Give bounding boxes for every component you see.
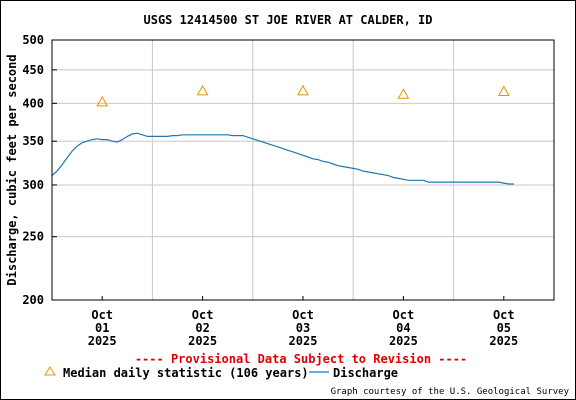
- y-tick-label: 500: [22, 33, 44, 47]
- x-tick-label: 2025: [489, 334, 518, 348]
- median-marker: [196, 84, 209, 96]
- x-tick-label: Oct: [493, 308, 515, 322]
- y-tick-label: 200: [22, 293, 44, 307]
- y-tick-label: 450: [22, 63, 44, 77]
- plot-border: [51, 39, 555, 301]
- y-tick-label: 400: [22, 96, 44, 110]
- x-tick-label: 2025: [88, 334, 117, 348]
- y-tick-label: 350: [22, 134, 44, 148]
- courtesy-note: Graph courtesy of the U.S. Geological Su…: [331, 387, 570, 397]
- provisional-note: ---- Provisional Data Subject to Revisio…: [135, 352, 467, 366]
- x-tick-label: 2025: [389, 334, 418, 348]
- x-tick-label: 2025: [188, 334, 217, 348]
- median-marker: [497, 85, 510, 97]
- x-tick-label: Oct: [393, 308, 415, 322]
- median-marker: [96, 95, 109, 107]
- legend-median-icon: [44, 366, 56, 376]
- y-tick-label: 250: [22, 230, 44, 244]
- x-tick-label: 01: [95, 321, 109, 335]
- legend: Median daily statistic (106 years) Disch…: [44, 366, 398, 380]
- x-tick-label: 03: [296, 321, 310, 335]
- series-layer: [51, 84, 514, 185]
- x-tick-label: 2025: [289, 334, 318, 348]
- median-marker: [297, 84, 309, 96]
- x-tick-label: Oct: [91, 308, 113, 322]
- legend-median-label: Median daily statistic (106 years): [63, 366, 309, 380]
- y-tick-label: 300: [22, 178, 44, 192]
- legend-discharge-label: Discharge: [333, 366, 398, 380]
- chart-title: USGS 12414500 ST JOE RIVER AT CALDER, ID: [144, 13, 433, 27]
- x-tick-label: Oct: [292, 308, 314, 322]
- x-tick-label: 04: [396, 321, 410, 335]
- x-tick-label: 02: [195, 321, 209, 335]
- median-marker: [397, 88, 410, 99]
- y-tick-labels: 200 250 300 350 400 450 500: [22, 33, 44, 307]
- grid-layer: [52, 39, 554, 301]
- x-tick-label: Oct: [192, 308, 214, 322]
- x-tick-labels: Oct012025Oct022025Oct032025Oct042025Oct0…: [88, 308, 519, 348]
- discharge-line: [51, 132, 514, 185]
- y-axis-label: Discharge, cubic feet per second: [5, 54, 19, 285]
- x-tick-label: 05: [497, 321, 511, 335]
